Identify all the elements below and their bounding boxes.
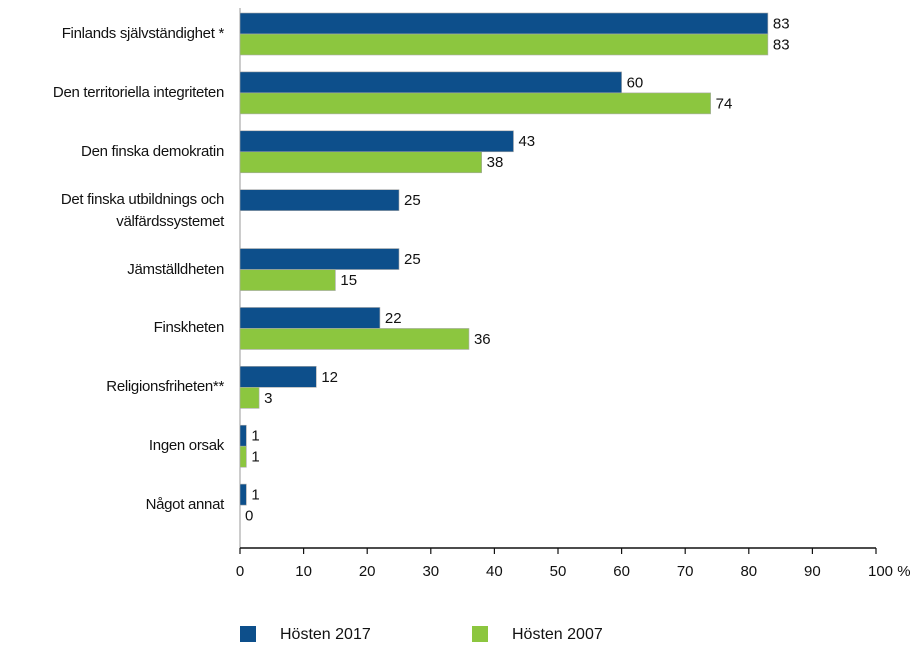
value-label: 36: [474, 331, 491, 348]
bar: [239, 366, 317, 388]
category-label: Den finska demokratin: [81, 142, 224, 160]
legend-label: Hösten 2017: [280, 626, 371, 643]
value-label: 43: [518, 133, 535, 150]
value-label: 83: [773, 15, 790, 32]
x-tick-label: 90: [804, 563, 821, 580]
x-tick-label: 20: [359, 563, 376, 580]
bar: [239, 92, 711, 115]
bar: [239, 269, 336, 291]
bar: [239, 12, 769, 35]
legend-swatch: [472, 626, 488, 642]
x-tick-label: 0: [236, 563, 244, 580]
value-label: 1: [251, 449, 259, 466]
bar: [239, 33, 769, 56]
value-label: 22: [385, 310, 402, 327]
bar: [239, 71, 622, 94]
category-label: Finskheten: [153, 319, 225, 337]
value-label: 83: [773, 36, 790, 53]
category-label: Jämställdheten: [127, 260, 224, 278]
x-tick-label: 50: [550, 563, 567, 580]
x-tick-label: 40: [486, 563, 503, 580]
bar: [239, 483, 247, 506]
legend-swatch: [240, 626, 256, 642]
bar: [239, 445, 247, 468]
bar: [239, 130, 514, 153]
category-label: Det finska utbildnings och välfärdssyste…: [60, 190, 224, 230]
value-label: 1: [251, 487, 259, 504]
value-label: 12: [321, 369, 338, 386]
legend-label: Hösten 2007: [512, 626, 603, 643]
bar: [239, 387, 260, 409]
value-label: 0: [245, 508, 253, 525]
x-tick-label: 30: [422, 563, 439, 580]
bar: [239, 328, 470, 350]
bar: [239, 151, 482, 174]
value-label: 60: [627, 74, 644, 91]
value-label: 74: [716, 95, 733, 112]
value-label: 25: [404, 251, 421, 268]
bar: [239, 424, 247, 447]
category-label: Något annat: [145, 496, 225, 514]
value-label: 38: [487, 154, 504, 171]
bar: [239, 248, 400, 270]
category-label: Religionsfriheten**: [106, 378, 224, 396]
category-label: Den territoriella integriteten: [52, 83, 224, 101]
value-label: 3: [264, 390, 272, 407]
category-label: Finlands självständighet *: [61, 25, 225, 42]
value-label: 25: [404, 192, 421, 209]
x-tick-label: 100 %: [868, 563, 910, 580]
value-label: 1: [251, 428, 259, 445]
bar: [239, 307, 381, 329]
x-tick-label: 60: [613, 563, 630, 580]
value-label: 15: [340, 272, 357, 289]
x-tick-label: 80: [740, 563, 757, 580]
x-tick-label: 70: [677, 563, 694, 580]
bar: [239, 189, 400, 211]
x-tick-label: 10: [295, 563, 312, 580]
category-label: Ingen orsak: [148, 437, 224, 455]
